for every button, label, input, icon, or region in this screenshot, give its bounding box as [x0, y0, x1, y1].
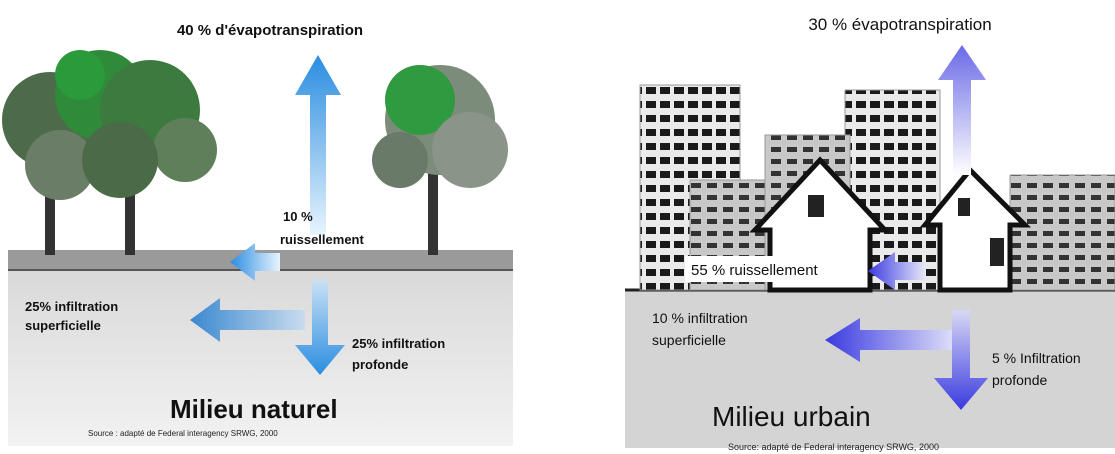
label: 55 % ruissellement [691, 262, 819, 279]
label: 10 % infiltration [652, 310, 748, 326]
body: 40 % d'évapotranspiration 10 % ruisselle… [0, 0, 1115, 454]
source: Source: adapté de Federal interagency SR… [728, 442, 939, 452]
urban-panel: 30 % évapotranspiration 55 % ruisselleme… [625, 15, 1115, 452]
house-part [808, 195, 824, 217]
label: superficielle [652, 332, 726, 348]
title: Milieu naturel [170, 394, 338, 424]
label: ruissellement [280, 232, 364, 247]
label: 10 % [283, 209, 313, 224]
tree-part [428, 170, 438, 255]
house-part [990, 238, 1004, 266]
label: superficielle [25, 318, 101, 333]
buildings-part [1010, 175, 1115, 290]
source: Source : adapté de Federal interagency S… [88, 429, 278, 438]
house-part [958, 198, 970, 216]
title: Milieu urbain [712, 401, 871, 432]
tree-part [82, 122, 158, 198]
label: profonde [992, 372, 1047, 388]
tree-part [153, 118, 217, 182]
natural-panel: 40 % d'évapotranspiration 10 % ruisselle… [2, 22, 513, 446]
label: profonde [352, 357, 408, 372]
label: 25% infiltration [25, 299, 118, 314]
label: 30 % évapotranspiration [808, 15, 991, 34]
label: 5 % Infiltration [992, 350, 1081, 366]
tree [2, 50, 217, 255]
label: 40 % d'évapotranspiration [177, 22, 363, 39]
arrow-evapotranspiration [938, 45, 986, 175]
label: 25% infiltration [352, 336, 445, 351]
arrow-evapotranspiration [295, 55, 341, 235]
tree [372, 65, 508, 255]
tree-part [432, 112, 508, 188]
page: Milieu naturel / Milieu urbain {"natural… [0, 0, 1115, 454]
tree-part [55, 50, 105, 100]
tree-part [372, 132, 428, 188]
diagram: 40 % d'évapotranspiration 10 % ruisselle… [0, 0, 1115, 454]
